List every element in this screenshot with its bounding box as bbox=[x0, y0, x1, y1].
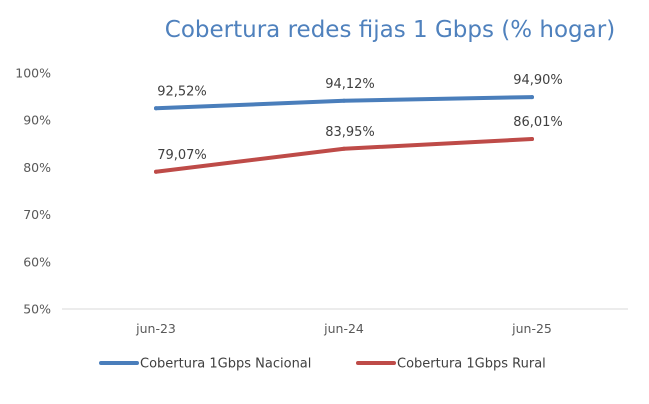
y-axis: 50% 60% 70% 80% 90% 100% bbox=[15, 66, 51, 317]
data-point bbox=[154, 169, 158, 174]
x-axis: jun-23 jun-24 jun-25 bbox=[62, 308, 628, 336]
data-point bbox=[154, 106, 158, 111]
data-label: 92,52% bbox=[157, 84, 207, 99]
data-label: 94,90% bbox=[513, 73, 563, 88]
series-line-rural bbox=[154, 137, 534, 174]
series-lines bbox=[154, 95, 534, 174]
chart-title: Cobertura redes fijas 1 Gbps (% hogar) bbox=[165, 17, 615, 43]
data-label: 94,12% bbox=[325, 77, 375, 92]
data-point bbox=[530, 137, 534, 142]
legend: Cobertura 1Gbps Nacional Cobertura 1Gbps … bbox=[99, 357, 546, 372]
y-tick-label: 60% bbox=[23, 254, 51, 269]
data-point bbox=[342, 146, 346, 151]
y-tick-label: 50% bbox=[23, 302, 51, 317]
x-tick-label: jun-23 bbox=[135, 321, 176, 336]
legend-label: Cobertura 1Gbps Nacional bbox=[140, 357, 311, 372]
y-tick-label: 80% bbox=[23, 160, 51, 175]
data-label: 79,07% bbox=[157, 148, 207, 163]
y-tick-label: 70% bbox=[23, 207, 51, 222]
y-tick-label: 90% bbox=[23, 113, 51, 128]
data-label: 86,01% bbox=[513, 115, 563, 130]
data-point bbox=[530, 95, 534, 100]
y-tick-label: 100% bbox=[15, 66, 51, 81]
data-label: 83,95% bbox=[325, 125, 375, 140]
x-tick-label: jun-24 bbox=[323, 321, 364, 336]
x-tick-label: jun-25 bbox=[511, 321, 552, 336]
data-labels: 92,52% 94,12% 94,90% 79,07% 83,95% 86,01% bbox=[157, 73, 563, 163]
legend-label: Cobertura 1Gbps Rural bbox=[397, 357, 546, 372]
data-point bbox=[342, 98, 346, 103]
